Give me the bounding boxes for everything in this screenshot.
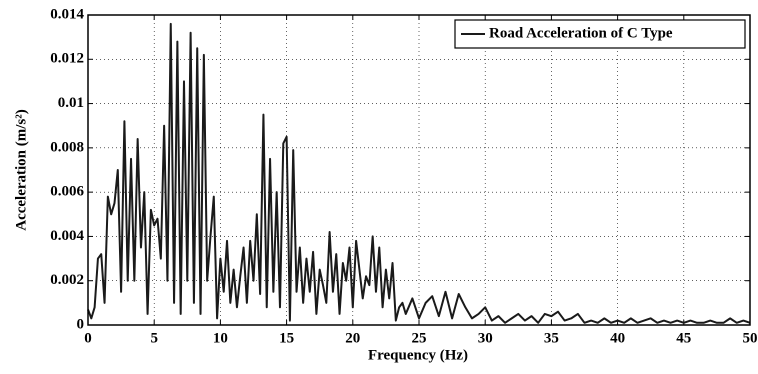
plot-frame bbox=[87, 14, 751, 326]
data-line bbox=[87, 22, 751, 324]
x-tick-label: 5 bbox=[150, 330, 158, 346]
y-tick-label: 0.01 bbox=[58, 95, 84, 111]
y-tick-label: 0.012 bbox=[50, 51, 84, 67]
x-tick-label: 0 bbox=[84, 330, 92, 346]
legend-label: Road Acceleration of C Type bbox=[489, 25, 673, 41]
y-tick-label: 0.006 bbox=[50, 184, 84, 200]
x-tick-label: 30 bbox=[478, 330, 493, 346]
x-tick-label: 35 bbox=[544, 330, 559, 346]
x-tick-label: 50 bbox=[743, 330, 758, 346]
x-tick-label: 10 bbox=[213, 330, 228, 346]
x-tick-label: 20 bbox=[345, 330, 360, 346]
y-axis-label: Acceleration (m/s²) bbox=[13, 109, 29, 231]
y-tick-label: 0.004 bbox=[50, 228, 84, 244]
y-tick-label: 0.002 bbox=[50, 272, 84, 288]
x-tick-label: 45 bbox=[676, 330, 691, 346]
y-tick-label: 0 bbox=[77, 316, 85, 332]
legend-box bbox=[454, 19, 746, 49]
x-tick-label: 15 bbox=[279, 330, 294, 346]
x-axis-label: Frequency (Hz) bbox=[368, 347, 468, 363]
x-tick-label: 40 bbox=[610, 330, 625, 346]
x-tick-label: 25 bbox=[412, 330, 427, 346]
y-tick-label: 0.014 bbox=[50, 6, 84, 22]
y-tick-label: 0.008 bbox=[50, 139, 84, 155]
